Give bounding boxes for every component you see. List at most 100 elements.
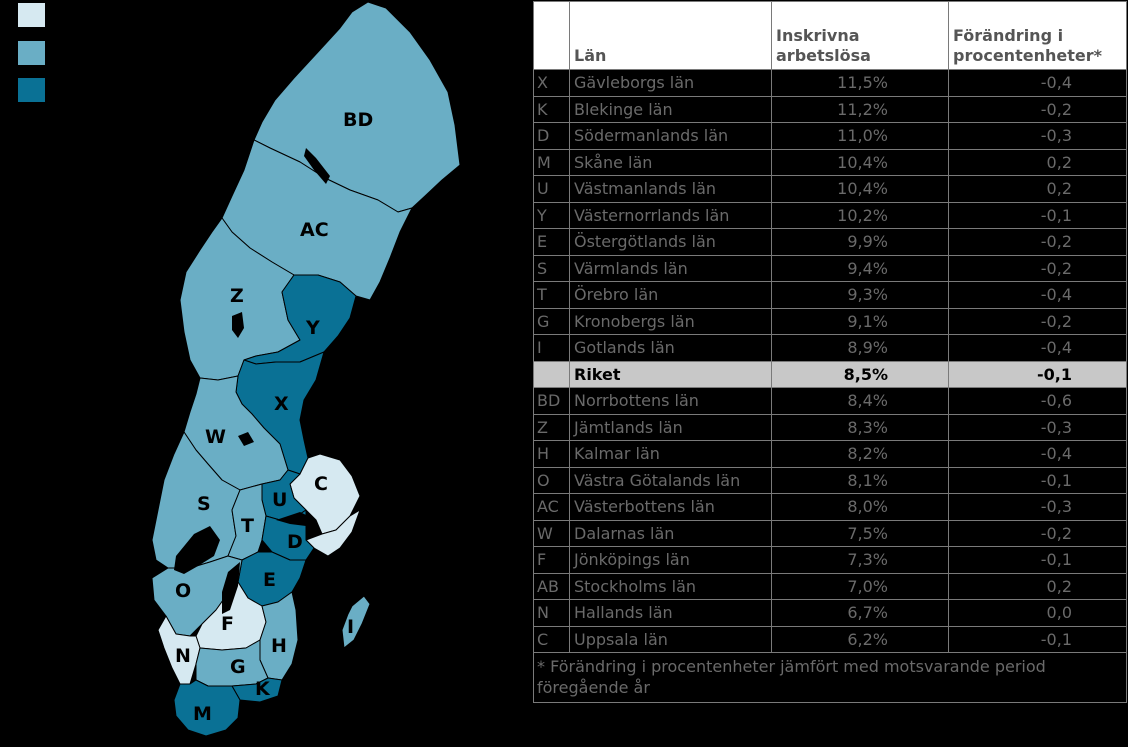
table-row: K Blekinge län 11,2% -0,2 bbox=[533, 95, 1127, 123]
label-BD: BD bbox=[343, 109, 373, 131]
cell-code: H bbox=[533, 440, 570, 468]
label-X: X bbox=[274, 393, 289, 415]
cell-change: -0,6 bbox=[948, 387, 1127, 415]
cell-code: E bbox=[533, 228, 570, 256]
label-Y: Y bbox=[305, 317, 320, 339]
label-S: S bbox=[197, 493, 211, 515]
cell-change: -0,1 bbox=[948, 625, 1127, 653]
cell-rate: 8,0% bbox=[771, 493, 949, 521]
table-row: C Uppsala län 6,2% -0,1 bbox=[533, 625, 1127, 653]
cell-change: -0,2 bbox=[948, 307, 1127, 335]
cell-rate: 8,1% bbox=[771, 466, 949, 494]
legend-swatch-low bbox=[18, 3, 45, 27]
cell-change: -0,1 bbox=[948, 466, 1127, 494]
cell-change: -0,1 bbox=[948, 201, 1127, 229]
county-H bbox=[259, 591, 299, 681]
label-M: M bbox=[193, 703, 212, 725]
cell-county: Hallands län bbox=[569, 599, 772, 627]
lake-vattern bbox=[222, 562, 240, 614]
label-AC: AC bbox=[300, 219, 329, 241]
cell-change: -0,4 bbox=[948, 440, 1127, 468]
cell-county: Jämtlands län bbox=[569, 413, 772, 441]
cell-county: Västra Götalands län bbox=[569, 466, 772, 494]
cell-county: Örebro län bbox=[569, 281, 772, 309]
table-row: H Kalmar län 8,2% -0,4 bbox=[533, 440, 1127, 468]
cell-code: U bbox=[533, 175, 570, 203]
cell-code: O bbox=[533, 466, 570, 494]
cell-change: 0,0 bbox=[948, 599, 1127, 627]
table-row: S Värmlands län 9,4% -0,2 bbox=[533, 254, 1127, 282]
cell-county: Västernorrlands län bbox=[569, 201, 772, 229]
cell-rate: 10,4% bbox=[771, 175, 949, 203]
county-K bbox=[231, 677, 283, 703]
cell-code: C bbox=[533, 625, 570, 653]
label-U: U bbox=[272, 489, 287, 511]
table-row: BD Norrbottens län 8,4% -0,6 bbox=[533, 387, 1127, 415]
label-N: N bbox=[175, 645, 191, 667]
label-W: W bbox=[205, 426, 226, 448]
table-row: G Kronobergs län 9,1% -0,2 bbox=[533, 307, 1127, 335]
cell-change: -0,4 bbox=[948, 281, 1127, 309]
cell-code: AB bbox=[533, 572, 570, 600]
cell-change: -0,3 bbox=[948, 493, 1127, 521]
cell-code: S bbox=[533, 254, 570, 282]
table-row: T Örebro län 9,3% -0,4 bbox=[533, 281, 1127, 309]
cell-code: Z bbox=[533, 413, 570, 441]
lake-malaren bbox=[276, 512, 316, 526]
cell-county: Jönköpings län bbox=[569, 546, 772, 574]
cell-change: -0,1 bbox=[948, 360, 1127, 388]
label-T: T bbox=[241, 515, 254, 537]
cell-code: W bbox=[533, 519, 570, 547]
cell-rate: 11,2% bbox=[771, 95, 949, 123]
cell-rate: 8,4% bbox=[771, 387, 949, 415]
cell-change: 0,2 bbox=[948, 572, 1127, 600]
cell-change: -0,4 bbox=[948, 334, 1127, 362]
cell-rate: 10,4% bbox=[771, 148, 949, 176]
label-C: C bbox=[314, 473, 328, 495]
cell-county: Gävleborgs län bbox=[569, 69, 772, 97]
cell-code: N bbox=[533, 599, 570, 627]
cell-county: Södermanlands län bbox=[569, 122, 772, 150]
cell-change: -0,3 bbox=[948, 413, 1127, 441]
unemployment-table: Län Inskrivna arbetslösa Förändring i proc… bbox=[533, 1, 1127, 703]
cell-county: Västerbottens län bbox=[569, 493, 772, 521]
cell-county: Riket bbox=[569, 360, 772, 388]
label-G: G bbox=[230, 656, 246, 678]
cell-rate: 11,0% bbox=[771, 122, 949, 150]
cell-rate: 6,7% bbox=[771, 599, 949, 627]
cell-rate: 7,5% bbox=[771, 519, 949, 547]
cell-code: Y bbox=[533, 201, 570, 229]
table-footnote: * Förändring i procentenheter jämfört me… bbox=[533, 652, 1127, 703]
lake-siljan bbox=[238, 432, 254, 446]
cell-code: AC bbox=[533, 493, 570, 521]
cell-rate: 9,3% bbox=[771, 281, 949, 309]
cell-county: Uppsala län bbox=[569, 625, 772, 653]
cell-code: M bbox=[533, 148, 570, 176]
table-row-total: Riket 8,5% -0,1 bbox=[533, 360, 1127, 388]
lake-storsjon bbox=[232, 312, 244, 338]
table-header-row: Län Inskrivna arbetslösa Förändring i proc… bbox=[533, 1, 1127, 70]
cell-rate: 9,9% bbox=[771, 228, 949, 256]
cell-county: Kalmar län bbox=[569, 440, 772, 468]
cell-rate: 8,2% bbox=[771, 440, 949, 468]
lake-vanern bbox=[174, 526, 220, 574]
sweden-county-map: BD AC Z Y X W C U S T D E O F I N H G K … bbox=[130, 0, 530, 747]
table-row: Z Jämtlands län 8,3% -0,3 bbox=[533, 413, 1127, 441]
cell-rate: 9,1% bbox=[771, 307, 949, 335]
cell-code: I bbox=[533, 334, 570, 362]
lake-north bbox=[304, 148, 330, 184]
cell-code bbox=[533, 360, 570, 388]
cell-change: 0,2 bbox=[948, 148, 1127, 176]
cell-code: X bbox=[533, 69, 570, 97]
cell-change: -0,4 bbox=[948, 69, 1127, 97]
cell-rate: 7,0% bbox=[771, 572, 949, 600]
cell-county: Gotlands län bbox=[569, 334, 772, 362]
cell-change: -0,2 bbox=[948, 95, 1127, 123]
header-change: Förändring i procentenheter* bbox=[948, 1, 1127, 70]
cell-rate: 8,9% bbox=[771, 334, 949, 362]
cell-change: -0,2 bbox=[948, 519, 1127, 547]
table-row: I Gotlands län 8,9% -0,4 bbox=[533, 334, 1127, 362]
label-D: D bbox=[287, 531, 303, 553]
table-row: W Dalarnas län 7,5% -0,2 bbox=[533, 519, 1127, 547]
table-row: AC Västerbottens län 8,0% -0,3 bbox=[533, 493, 1127, 521]
